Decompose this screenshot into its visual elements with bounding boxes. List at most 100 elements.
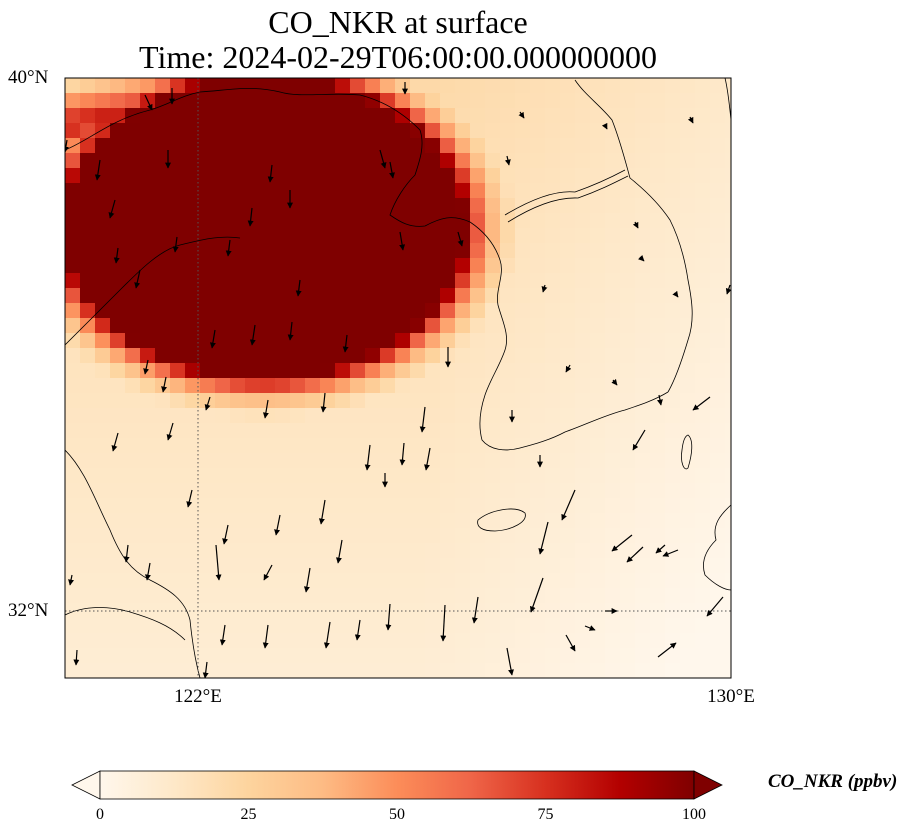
field-cell: [695, 348, 711, 364]
field-cell: [275, 438, 291, 454]
field-cell: [725, 513, 731, 529]
field-cell: [335, 318, 351, 334]
field-cell: [620, 318, 636, 334]
field-cell: [515, 258, 531, 274]
field-cell: [260, 168, 276, 184]
field-cell: [515, 453, 531, 469]
field-cell: [365, 513, 381, 529]
field-cell: [545, 273, 561, 289]
field-cell: [470, 198, 486, 214]
field-cell: [260, 408, 276, 424]
field-cell: [65, 633, 81, 649]
field-cell: [350, 558, 366, 574]
field-cell: [320, 528, 336, 544]
field-cell: [245, 663, 261, 678]
field-cell: [305, 618, 321, 634]
field-cell: [80, 273, 96, 289]
field-cell: [155, 633, 171, 649]
field-cell: [515, 603, 531, 619]
field-cell: [410, 93, 426, 109]
field-cell: [530, 468, 546, 484]
field-cell: [455, 318, 471, 334]
field-cell: [545, 438, 561, 454]
field-cell: [380, 213, 396, 229]
field-cell: [320, 573, 336, 589]
field-cell: [170, 378, 186, 394]
field-cell: [245, 78, 261, 94]
field-cell: [560, 543, 576, 559]
field-cell: [95, 483, 111, 499]
field-cell: [170, 393, 186, 409]
field-cell: [380, 153, 396, 169]
field-cell: [500, 348, 516, 364]
field-cell: [230, 213, 246, 229]
field-cell: [260, 303, 276, 319]
field-cell: [470, 138, 486, 154]
field-cell: [290, 333, 306, 349]
wind-arrow: [518, 111, 525, 119]
field-cell: [305, 603, 321, 619]
field-cell: [695, 498, 711, 514]
field-cell: [515, 273, 531, 289]
field-cell: [440, 633, 456, 649]
field-cell: [380, 663, 396, 678]
field-cell: [725, 303, 731, 319]
field-cell: [410, 573, 426, 589]
field-cell: [635, 243, 651, 259]
field-cell: [215, 183, 231, 199]
field-cell: [545, 108, 561, 124]
field-cell: [350, 108, 366, 124]
field-cell: [80, 333, 96, 349]
field-cell: [215, 588, 231, 604]
field-cell: [95, 228, 111, 244]
field-cell: [470, 528, 486, 544]
field-cell: [80, 213, 96, 229]
field-cell: [485, 648, 501, 664]
field-cell: [245, 573, 261, 589]
field-cell: [500, 423, 516, 439]
field-cell: [140, 168, 156, 184]
field-cell: [575, 603, 591, 619]
field-cell: [170, 483, 186, 499]
field-cell: [560, 663, 576, 678]
field-cell: [365, 468, 381, 484]
field-cell: [185, 393, 201, 409]
field-cell: [155, 108, 171, 124]
field-cell: [530, 408, 546, 424]
field-cell: [665, 513, 681, 529]
field-cell: [560, 303, 576, 319]
wind-arrow: [113, 247, 120, 264]
field-cell: [425, 438, 441, 454]
field-cell: [620, 183, 636, 199]
field-cell: [635, 288, 651, 304]
lat-label-32: 32°N: [8, 600, 49, 621]
field-cell: [455, 588, 471, 604]
field-cell: [320, 243, 336, 259]
field-cell: [200, 588, 216, 604]
field-cell: [320, 498, 336, 514]
field-cell: [425, 213, 441, 229]
wind-arrow: [335, 539, 343, 564]
field-cell: [545, 168, 561, 184]
colorbar-body: [99, 770, 695, 800]
field-cell: [635, 558, 651, 574]
field-cell: [725, 408, 731, 424]
field-cell: [215, 438, 231, 454]
field-cell: [350, 153, 366, 169]
field-cell: [125, 213, 141, 229]
field-cell: [185, 468, 201, 484]
field-cell: [65, 423, 81, 439]
field-cell: [365, 273, 381, 289]
field-cell: [425, 513, 441, 529]
field-cell: [65, 168, 81, 184]
field-cell: [515, 213, 531, 229]
field-cell: [320, 408, 336, 424]
field-cell: [650, 393, 666, 409]
field-cell: [395, 498, 411, 514]
field-cell: [170, 213, 186, 229]
field-cell: [710, 543, 726, 559]
field-cell: [290, 213, 306, 229]
field-cell: [545, 123, 561, 139]
field-cell: [260, 228, 276, 244]
field-cell: [590, 378, 606, 394]
